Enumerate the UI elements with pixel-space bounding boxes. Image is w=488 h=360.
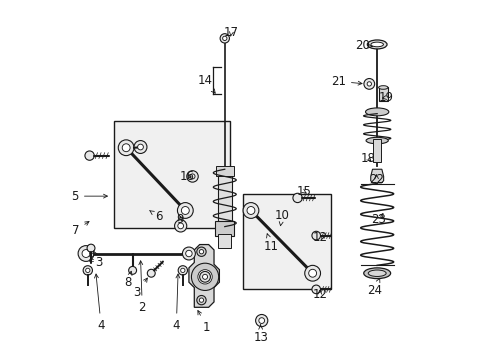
Text: 16: 16	[179, 170, 194, 183]
Bar	[215, 166, 233, 176]
Polygon shape	[370, 169, 383, 183]
Circle shape	[243, 203, 258, 219]
Circle shape	[199, 249, 203, 254]
Circle shape	[246, 207, 254, 215]
Circle shape	[82, 249, 90, 257]
Circle shape	[178, 223, 183, 229]
Circle shape	[308, 269, 316, 277]
Circle shape	[191, 263, 218, 291]
Circle shape	[190, 174, 195, 179]
Text: 22: 22	[368, 173, 383, 186]
Circle shape	[186, 171, 198, 182]
Circle shape	[220, 34, 229, 43]
Circle shape	[85, 151, 94, 160]
Text: 9: 9	[176, 213, 183, 226]
Text: 5: 5	[71, 190, 107, 203]
Circle shape	[292, 193, 302, 203]
Circle shape	[199, 298, 203, 302]
Text: 21: 21	[330, 75, 361, 88]
Text: 18: 18	[360, 152, 375, 165]
Polygon shape	[188, 244, 219, 307]
Circle shape	[122, 144, 130, 152]
Ellipse shape	[370, 42, 383, 47]
Text: 23: 23	[371, 213, 386, 226]
Text: 2: 2	[138, 261, 146, 314]
Text: 17: 17	[224, 27, 238, 40]
Circle shape	[87, 244, 95, 252]
Text: 10: 10	[274, 210, 289, 226]
Bar	[372, 139, 381, 162]
Circle shape	[174, 220, 186, 232]
Circle shape	[311, 285, 320, 294]
Text: 1: 1	[198, 311, 210, 333]
Circle shape	[185, 250, 192, 257]
Bar	[113, 121, 230, 228]
Text: 12: 12	[312, 288, 326, 301]
Circle shape	[137, 144, 143, 150]
Text: 3: 3	[93, 251, 103, 269]
Circle shape	[147, 269, 155, 277]
Circle shape	[78, 246, 94, 261]
Circle shape	[177, 203, 193, 219]
Text: 7: 7	[72, 221, 89, 237]
Circle shape	[182, 247, 195, 260]
Text: 15: 15	[296, 185, 310, 198]
Bar	[218, 234, 231, 248]
Circle shape	[304, 265, 320, 281]
Circle shape	[85, 268, 90, 273]
Bar	[214, 221, 234, 235]
Circle shape	[366, 82, 371, 86]
Text: 3: 3	[133, 278, 147, 300]
Text: 6: 6	[149, 210, 162, 223]
Circle shape	[199, 271, 210, 282]
Ellipse shape	[365, 108, 388, 116]
Circle shape	[311, 231, 320, 240]
Text: 4: 4	[94, 274, 104, 332]
Ellipse shape	[363, 268, 390, 279]
Bar	[217, 175, 231, 223]
Circle shape	[83, 266, 92, 275]
Circle shape	[128, 266, 136, 274]
Circle shape	[255, 315, 267, 327]
Text: 11: 11	[264, 234, 278, 253]
Ellipse shape	[366, 137, 387, 144]
Circle shape	[258, 318, 264, 323]
Circle shape	[196, 296, 206, 305]
Circle shape	[198, 270, 212, 284]
Circle shape	[196, 247, 206, 256]
Ellipse shape	[378, 86, 387, 89]
Text: 12: 12	[312, 231, 326, 244]
Text: 14: 14	[197, 74, 215, 93]
Circle shape	[202, 274, 207, 279]
Bar	[378, 87, 387, 101]
Text: 13: 13	[253, 325, 267, 343]
Circle shape	[118, 140, 134, 156]
Circle shape	[180, 268, 184, 273]
Bar	[242, 194, 330, 289]
Text: 4: 4	[172, 274, 180, 332]
Circle shape	[178, 266, 187, 275]
Circle shape	[363, 78, 374, 89]
Circle shape	[181, 207, 189, 215]
Text: 24: 24	[366, 278, 381, 297]
Text: 8: 8	[124, 271, 132, 289]
Circle shape	[134, 140, 147, 153]
Text: 19: 19	[378, 91, 393, 104]
Ellipse shape	[367, 270, 386, 276]
Text: 20: 20	[354, 39, 372, 52]
Ellipse shape	[366, 40, 386, 49]
Circle shape	[222, 36, 226, 41]
